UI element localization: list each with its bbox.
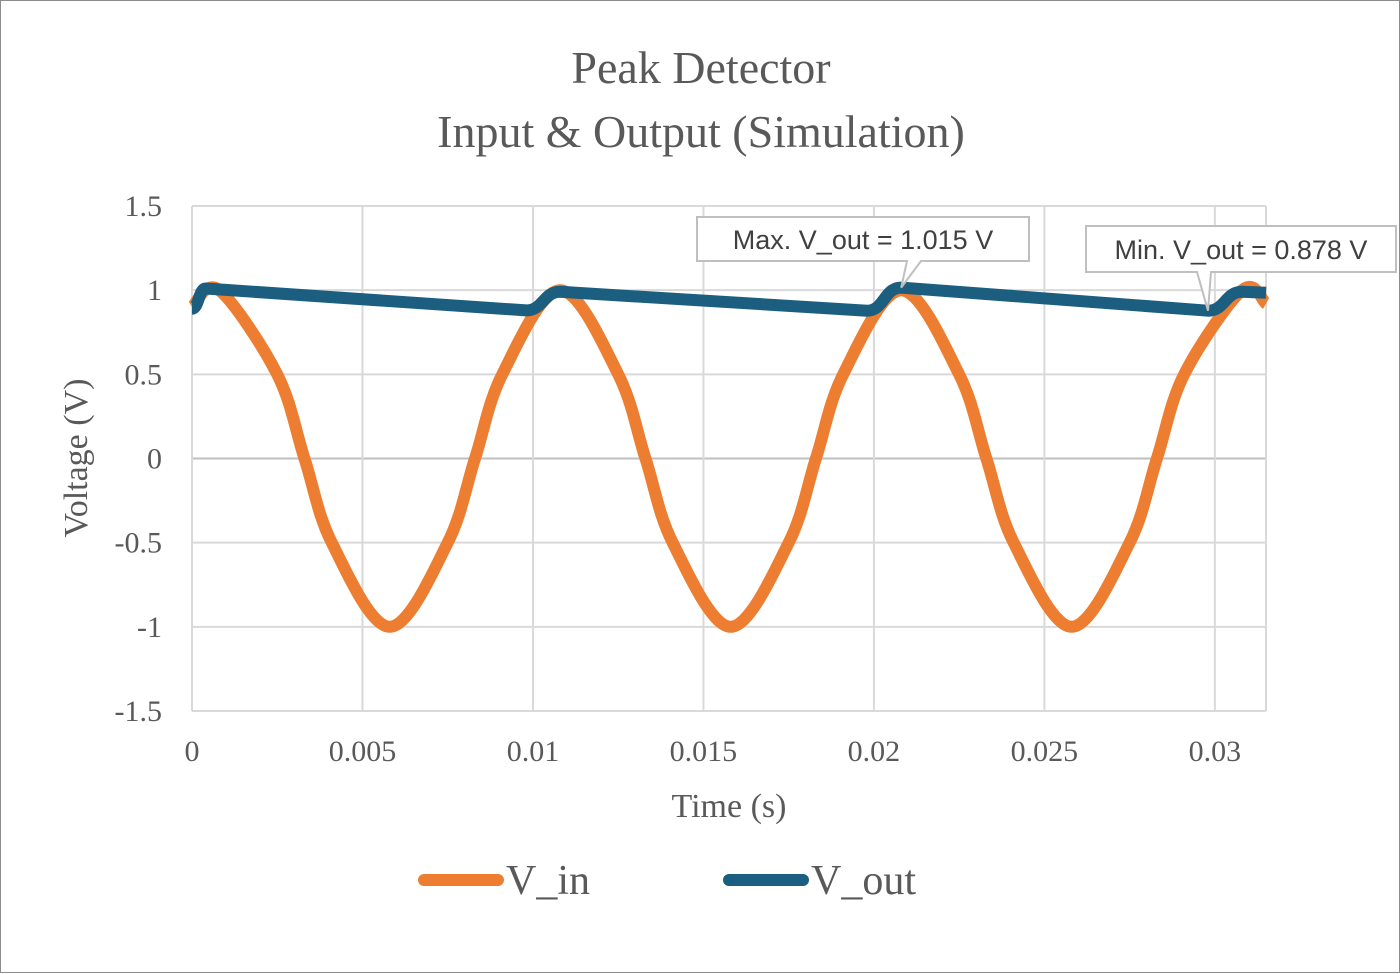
x-tick-label: 0.03 <box>1189 735 1242 768</box>
annotation-callout-1: Min. V_out = 0.878 V <box>1085 225 1397 311</box>
x-tick-label: 0.01 <box>507 735 560 768</box>
annotation-box <box>696 216 1030 289</box>
y-tick-label: -1.5 <box>115 695 163 728</box>
grid-layer <box>191 205 1267 712</box>
annotation-layer: Max. V_out = 1.015 V Min. V_out = 0.878 V <box>696 216 1397 311</box>
y-tick-label: 1.5 <box>125 190 163 223</box>
series-layer <box>187 281 1271 633</box>
annotation-callout-0: Max. V_out = 1.015 V <box>696 216 1030 289</box>
annotation-text: Min. V_out = 0.878 V <box>1115 235 1368 265</box>
legend-label-v-out: V_out <box>811 858 916 904</box>
annotation-text: Max. V_out = 1.015 V <box>733 225 993 255</box>
y-axis-label: Voltage (V) <box>58 379 95 538</box>
legend-label-v-in: V_in <box>506 858 590 904</box>
y-tick-label: -0.5 <box>115 527 163 560</box>
y-tick-labels: 1.5 1 0.5 0 -0.5 -1 -1.5 <box>115 190 163 728</box>
y-tick-label: 0 <box>147 443 162 476</box>
series-line-v-in <box>187 281 1271 633</box>
chart-title-line-2: Input & Output (Simulation) <box>437 106 965 157</box>
x-tick-labels: 0 0.005 0.01 0.015 0.02 0.025 0.03 <box>185 735 1242 768</box>
x-tick-label: 0.025 <box>1011 735 1079 768</box>
y-tick-label: 0.5 <box>125 358 163 391</box>
legend: V_in V_out <box>418 858 916 904</box>
x-tick-label: 0.02 <box>848 735 901 768</box>
x-tick-label: 0 <box>185 735 200 768</box>
x-tick-label: 0.005 <box>329 735 397 768</box>
y-tick-label: -1 <box>137 611 162 644</box>
series-line-v-out <box>189 281 1267 317</box>
chart-title-line-1: Peak Detector <box>571 42 830 93</box>
y-tick-label: 1 <box>147 274 162 307</box>
annotation-box <box>1085 225 1397 311</box>
x-axis-label: Time (s) <box>672 788 787 825</box>
x-tick-label: 0.015 <box>670 735 738 768</box>
